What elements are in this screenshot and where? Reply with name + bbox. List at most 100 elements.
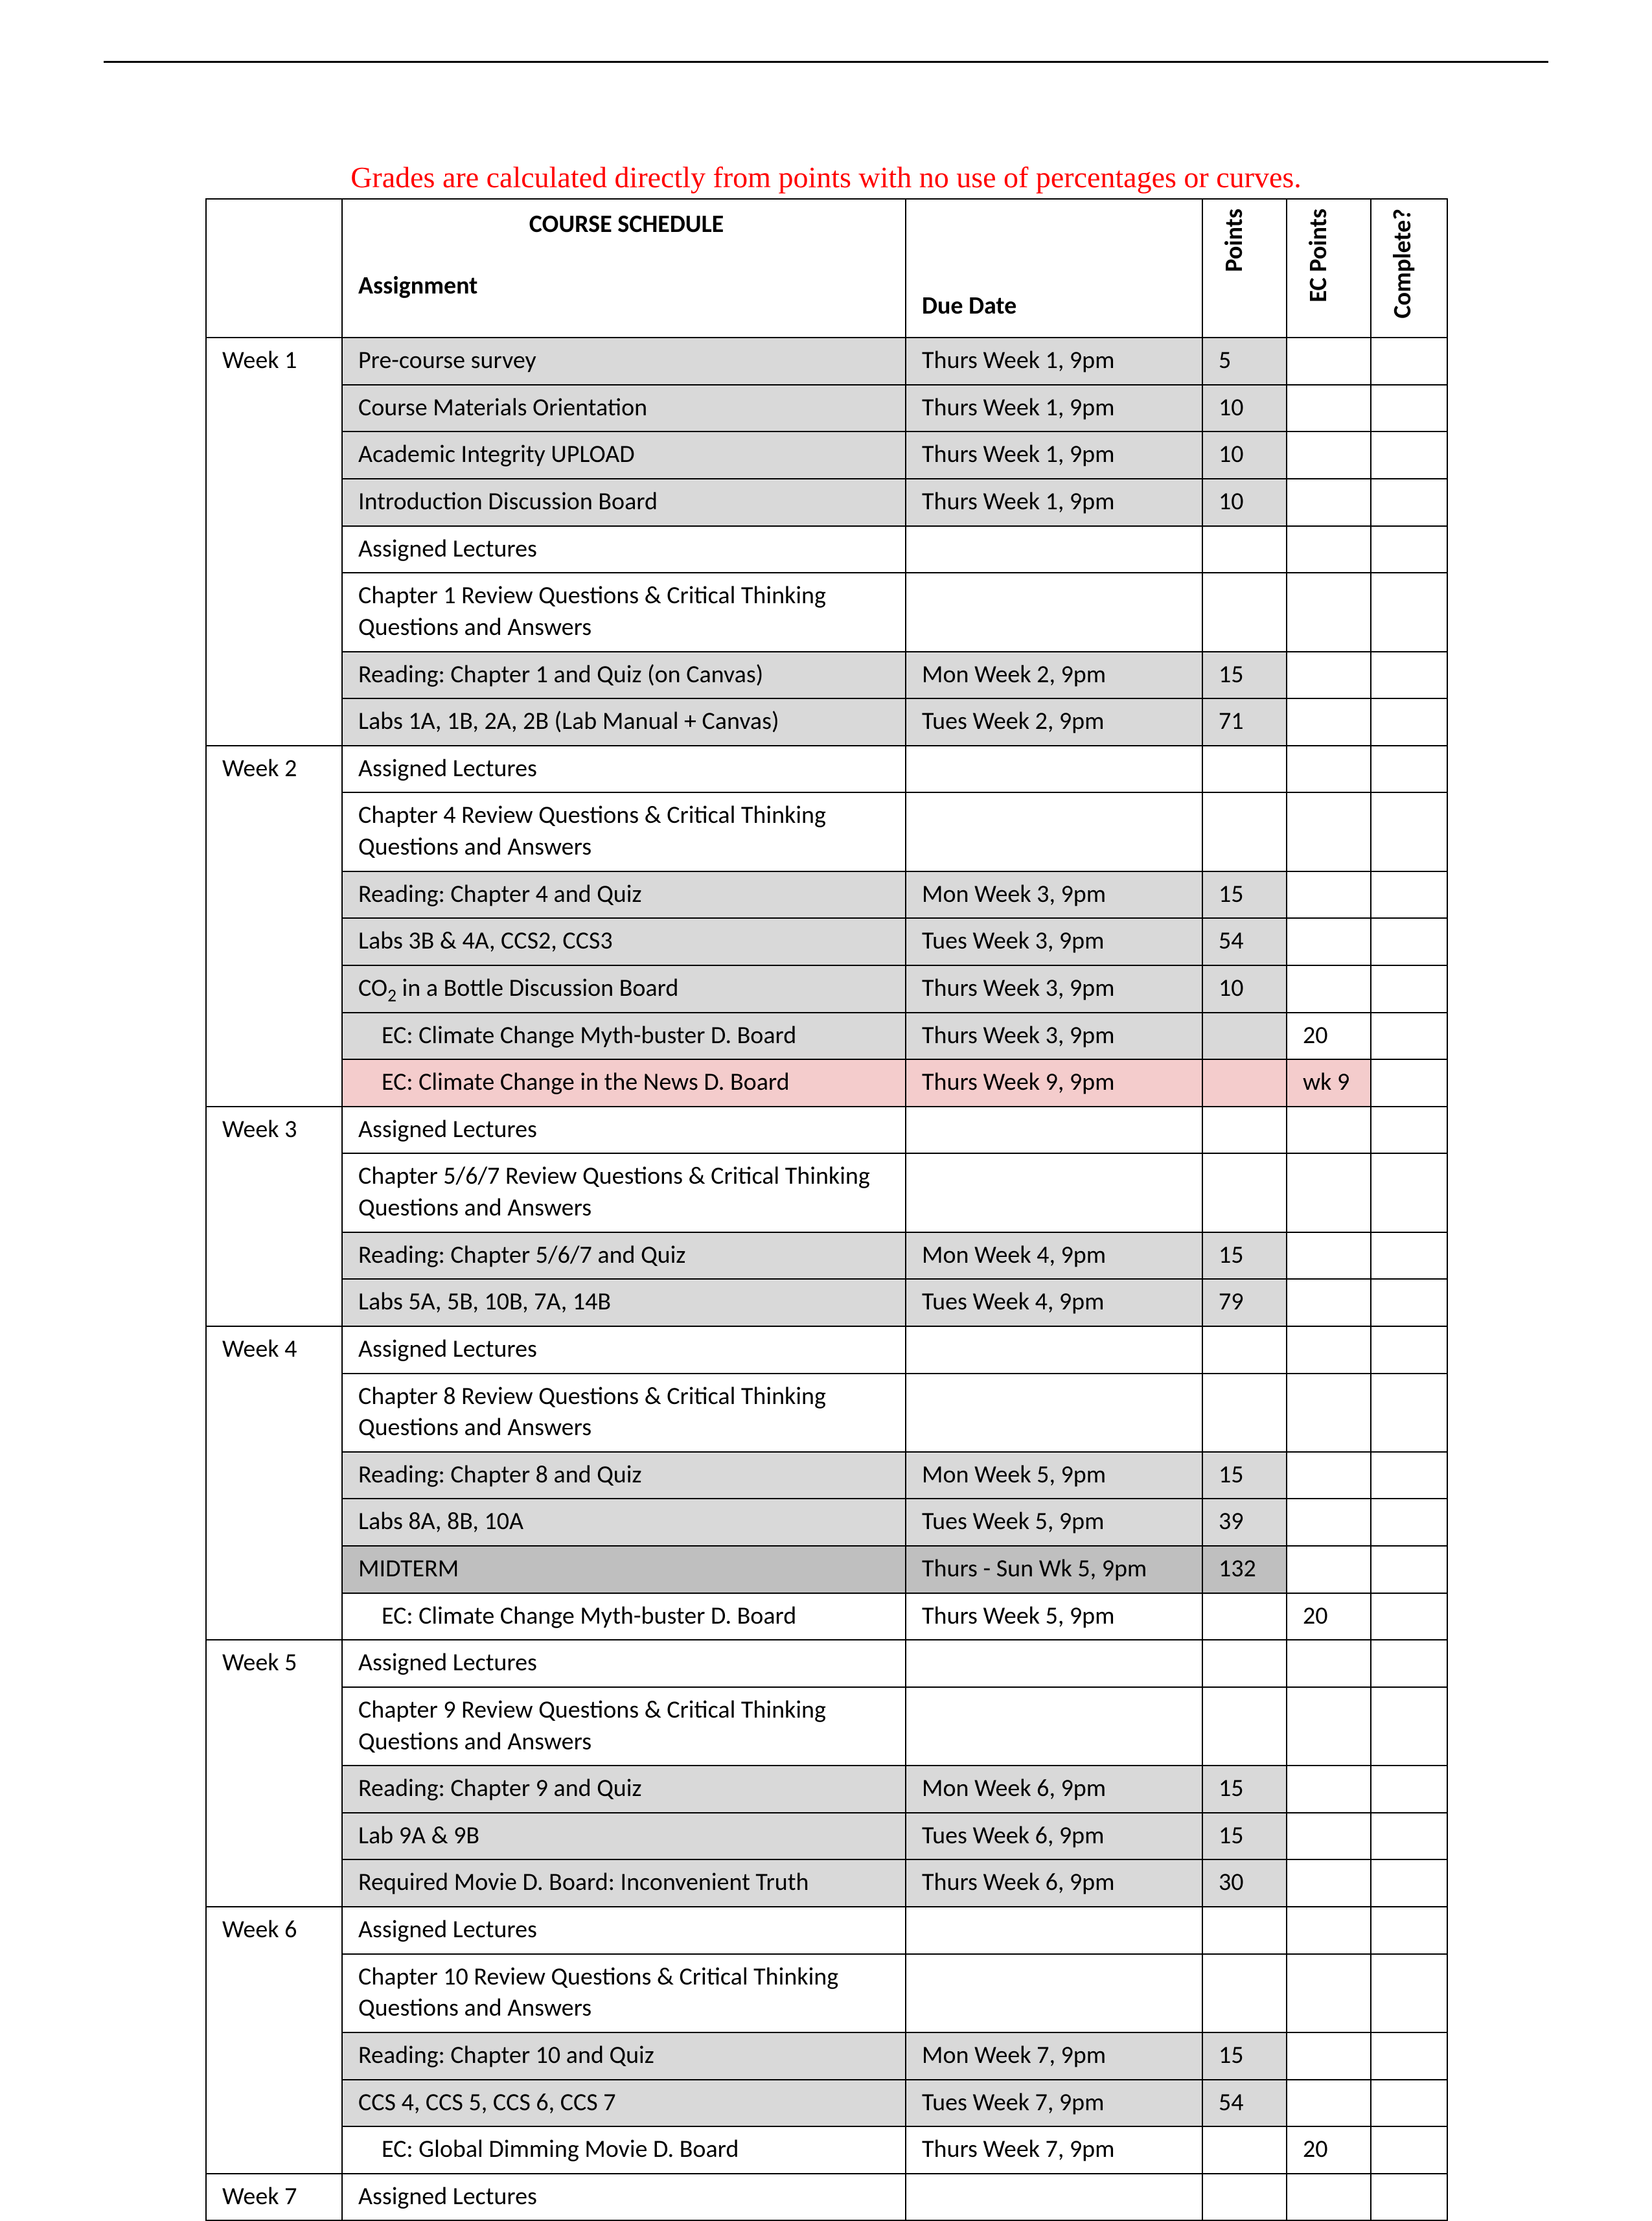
points-cell [1202, 1153, 1287, 1232]
header-assignment: COURSE SCHEDULE Assignment [342, 199, 906, 338]
complete-cell [1371, 573, 1447, 651]
ec-points-cell [1287, 385, 1371, 432]
ec-points-cell: 20 [1287, 1593, 1371, 1640]
week-label-cell: Week 2 [206, 746, 342, 1107]
due-date-cell [906, 792, 1202, 871]
points-cell [1202, 1107, 1287, 1154]
complete-cell [1371, 1013, 1447, 1060]
points-cell: 5 [1202, 338, 1287, 385]
complete-cell [1371, 479, 1447, 526]
assignment-cell: Assigned Lectures [342, 1640, 906, 1687]
header-assignment-label: Assignment [358, 270, 895, 302]
header-ec-points-label: EC Points [1303, 206, 1335, 305]
complete-cell [1371, 746, 1447, 793]
table-row: Chapter 5/6/7 Review Questions & Critica… [206, 1153, 1447, 1232]
points-cell [1202, 1059, 1287, 1107]
assignment-cell: Reading: Chapter 1 and Quiz (on Canvas) [342, 652, 906, 699]
assignment-cell: Chapter 10 Review Questions & Critical T… [342, 1954, 906, 2032]
assignment-cell: Lab 9A & 9B [342, 1813, 906, 1860]
assignment-cell: Pre-course survey [342, 338, 906, 385]
due-date-cell: Thurs Week 6, 9pm [906, 1859, 1202, 1907]
table-row: Labs 1A, 1B, 2A, 2B (Lab Manual + Canvas… [206, 698, 1447, 746]
ec-points-cell [1287, 652, 1371, 699]
content-container: Grades are calculated directly from poin… [205, 160, 1447, 2221]
ec-points-cell [1287, 1546, 1371, 1593]
table-row: EC: Global Dimming Movie D. BoardThurs W… [206, 2126, 1447, 2174]
complete-cell [1371, 2032, 1447, 2080]
assignment-cell: Chapter 5/6/7 Review Questions & Critica… [342, 1153, 906, 1232]
week-label-cell: Week 4 [206, 1326, 342, 1640]
assignment-cell: MIDTERM [342, 1546, 906, 1593]
ec-points-cell [1287, 2032, 1371, 2080]
assignment-cell: Introduction Discussion Board [342, 479, 906, 526]
table-row: Chapter 8 Review Questions & Critical Th… [206, 1374, 1447, 1452]
complete-cell [1371, 1766, 1447, 1813]
ec-points-cell [1287, 698, 1371, 746]
complete-cell [1371, 1059, 1447, 1107]
due-date-cell [906, 1687, 1202, 1766]
due-date-cell: Mon Week 6, 9pm [906, 1766, 1202, 1813]
ec-points-cell [1287, 871, 1371, 919]
points-cell: 15 [1202, 1813, 1287, 1860]
assignment-cell: CO2 in a Bottle Discussion Board [342, 965, 906, 1013]
assignment-cell: Reading: Chapter 4 and Quiz [342, 871, 906, 919]
assignment-cell: Chapter 8 Review Questions & Critical Th… [342, 1374, 906, 1452]
complete-cell [1371, 1107, 1447, 1154]
due-date-cell [906, 526, 1202, 573]
complete-cell [1371, 1546, 1447, 1593]
assignment-cell: Assigned Lectures [342, 526, 906, 573]
ec-points-cell [1287, 1859, 1371, 1907]
table-row: Reading: Chapter 8 and QuizMon Week 5, 9… [206, 1452, 1447, 1499]
points-cell: 15 [1202, 1452, 1287, 1499]
points-cell: 39 [1202, 1499, 1287, 1546]
assignment-cell: EC: Global Dimming Movie D. Board [342, 2126, 906, 2174]
week-label-cell: Week 3 [206, 1107, 342, 1326]
points-cell: 15 [1202, 652, 1287, 699]
complete-cell [1371, 1374, 1447, 1452]
complete-cell [1371, 1326, 1447, 1374]
complete-cell [1371, 1907, 1447, 1954]
table-row: Week 2Assigned Lectures [206, 746, 1447, 793]
assignment-cell: Chapter 9 Review Questions & Critical Th… [342, 1687, 906, 1766]
due-date-cell [906, 1326, 1202, 1374]
points-cell [1202, 746, 1287, 793]
points-cell [1202, 573, 1287, 651]
ec-points-cell [1287, 1813, 1371, 1860]
due-date-cell: Tues Week 6, 9pm [906, 1813, 1202, 1860]
header-points: Points [1202, 199, 1287, 338]
ec-points-cell [1287, 432, 1371, 479]
assignment-cell: EC: Climate Change Myth-buster D. Board [342, 1593, 906, 1640]
due-date-cell: Thurs Week 1, 9pm [906, 385, 1202, 432]
points-cell: 79 [1202, 1279, 1287, 1326]
complete-cell [1371, 2174, 1447, 2221]
table-row: Week 5Assigned Lectures [206, 1640, 1447, 1687]
complete-cell [1371, 965, 1447, 1013]
table-row: EC: Climate Change Myth-buster D. BoardT… [206, 1013, 1447, 1060]
complete-cell [1371, 1640, 1447, 1687]
assignment-cell: Reading: Chapter 5/6/7 and Quiz [342, 1232, 906, 1280]
assignment-cell: Labs 5A, 5B, 10B, 7A, 14B [342, 1279, 906, 1326]
ec-points-cell [1287, 792, 1371, 871]
assignment-cell: EC: Climate Change Myth-buster D. Board [342, 1013, 906, 1060]
complete-cell [1371, 1499, 1447, 1546]
due-date-cell [906, 1954, 1202, 2032]
points-cell: 15 [1202, 871, 1287, 919]
due-date-cell: Thurs - Sun Wk 5, 9pm [906, 1546, 1202, 1593]
points-cell: 15 [1202, 1232, 1287, 1280]
points-cell [1202, 1954, 1287, 2032]
due-date-cell [906, 2174, 1202, 2221]
ec-points-cell: wk 9 [1287, 1059, 1371, 1107]
assignment-cell: Reading: Chapter 8 and Quiz [342, 1452, 906, 1499]
points-cell: 10 [1202, 385, 1287, 432]
assignment-cell: Assigned Lectures [342, 1326, 906, 1374]
due-date-cell: Mon Week 5, 9pm [906, 1452, 1202, 1499]
points-cell: 15 [1202, 1766, 1287, 1813]
assignment-cell: Assigned Lectures [342, 1107, 906, 1154]
table-row: Reading: Chapter 10 and QuizMon Week 7, … [206, 2032, 1447, 2080]
table-row: Introduction Discussion BoardThurs Week … [206, 479, 1447, 526]
header-points-label: Points [1219, 206, 1250, 275]
complete-cell [1371, 1452, 1447, 1499]
complete-cell [1371, 432, 1447, 479]
header-due-date-label: Due Date [922, 206, 1191, 322]
complete-cell [1371, 792, 1447, 871]
